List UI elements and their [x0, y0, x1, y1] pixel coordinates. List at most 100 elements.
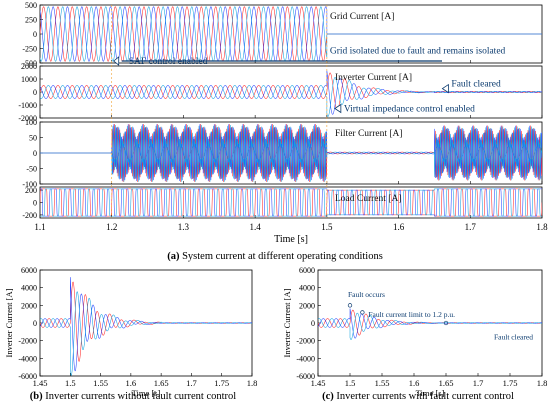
subplot-load: 200 0 -200 Load Current [A]: [22, 186, 543, 220]
annotation: Fault current limit to 1.2 p.u.: [368, 310, 455, 319]
subplot-title: Filter Current [A]: [335, 129, 403, 139]
arrow-head: [441, 83, 449, 94]
subplot-inverter: 2000 1000 0 -1000 -2000 Inverter Current [A] F…: [18, 62, 543, 123]
y-tick-label: 6000: [299, 266, 315, 275]
y-tick-label: 250: [25, 16, 37, 25]
y-tick-label: 0: [33, 199, 37, 208]
x-axis-label: Time [s]: [274, 234, 308, 245]
series-line-3: [40, 77, 542, 117]
y-tick-label: 0: [33, 149, 37, 158]
y-tick-label: 2000: [21, 301, 37, 310]
subplot-title: Inverter Current [A]: [335, 73, 412, 83]
y-tick-label: -4000: [18, 354, 37, 363]
annotation: SAF control enabled: [129, 57, 208, 67]
x-tick-label: 1.6: [393, 222, 405, 232]
y-tick-label: -500: [22, 59, 37, 68]
y-tick-label: -2000: [296, 337, 315, 346]
x-tick-label: 1.1: [34, 222, 45, 232]
annotation-marker: [347, 303, 353, 308]
y-tick-label: -200: [22, 211, 37, 220]
x-tick-label: 1.8: [247, 378, 258, 388]
subplot-grid: 500 250 0 -250 -500 Grid Current [A] Grid isol…: [22, 1, 543, 68]
caption-b: (b) Inverter currents without fault curr…: [30, 391, 237, 402]
series-line-3: [40, 291, 252, 376]
y-tick-label: 0: [33, 319, 37, 328]
y-tick-label: 100: [25, 118, 37, 127]
x-axis-label: Time [s]: [416, 388, 445, 398]
caption-a: (a) System current at different operatin…: [167, 251, 383, 262]
caption-b-tag: (b): [30, 391, 43, 402]
caption-c: (c) Inverter currents with fault current…: [322, 391, 514, 402]
x-tick-label: 1.7: [465, 222, 477, 232]
y-tick-label: 1000: [21, 75, 37, 84]
series-line-3: [40, 125, 542, 182]
y-tick-label: -250: [22, 45, 37, 54]
y-tick-label: 6000: [21, 266, 37, 275]
subplot-title: Load Current [A]: [335, 194, 401, 204]
annotation-marker: [443, 320, 449, 326]
x-tick-label: 1.6: [409, 378, 420, 388]
subplot-title: Grid Current [A]: [330, 12, 394, 22]
x-tick-label: 1.5: [65, 378, 76, 388]
x-tick-label: 1.5: [345, 378, 356, 388]
y-tick-label: -6000: [296, 372, 315, 381]
x-tick-label: 1.55: [93, 378, 108, 388]
series-line-1: [40, 123, 542, 183]
caption-a-tag: (a): [167, 251, 180, 262]
x-tick-label: 1.75: [214, 378, 229, 388]
y-axis-label: Inverter Current [A]: [4, 288, 14, 357]
caption-b-text: Inverter currents without fault current …: [45, 391, 236, 402]
x-tick-label: 1.65: [439, 378, 454, 388]
x-tick-label: 1.5: [321, 222, 333, 232]
y-tick-label: 50: [29, 134, 37, 143]
caption-c-text: Inverter currents with fault current con…: [336, 391, 514, 402]
caption-c-tag: (c): [322, 391, 334, 402]
x-tick-label: 1.8: [536, 222, 548, 232]
series-line-2: [40, 188, 542, 217]
annotation: Fault cleared: [494, 333, 533, 342]
y-tick-label: -50: [26, 165, 37, 174]
x-tick-label: 1.65: [154, 378, 169, 388]
y-tick-label: -6000: [18, 372, 37, 381]
y-tick-label: 500: [25, 1, 37, 10]
x-tick-label: 1.4: [250, 222, 262, 232]
annotation-marker: [360, 310, 365, 315]
y-tick-label: -4000: [296, 354, 315, 363]
caption-a-text: System current at different operating co…: [182, 251, 383, 262]
series-line-2: [40, 70, 542, 115]
x-tick-label: 1.45: [33, 378, 48, 388]
y-tick-label: 4000: [299, 284, 315, 293]
x-tick-label: 1.8: [537, 378, 548, 388]
x-tick-label: 1.75: [503, 378, 518, 388]
subplot-filter: 100 50 0 -50 -100 Filter Current [A]: [22, 118, 543, 189]
y-tick-label: 4000: [21, 284, 37, 293]
y-axis-label: Inverter Current [A]: [282, 288, 292, 357]
annotation: Virtual impedance control enabled: [344, 105, 475, 115]
series-line-3: [318, 312, 542, 340]
x-tick-label: 1.2: [106, 222, 117, 232]
x-axis-label: Time [s]: [132, 388, 161, 398]
y-tick-label: 2000: [299, 301, 315, 310]
annotation: Fault cleared: [451, 80, 501, 90]
series-line-1: [40, 72, 542, 111]
x-tick-label: 1.45: [311, 378, 326, 388]
y-tick-label: 2000: [21, 62, 37, 71]
y-tick-label: -1000: [18, 101, 37, 110]
y-tick-label: 0: [33, 88, 37, 97]
series-line-1: [40, 188, 542, 217]
series-line-3: [40, 6, 542, 62]
y-tick-label: 200: [25, 186, 37, 195]
annotation: Grid isolated due to fault and remains i…: [330, 45, 506, 56]
arrow-head: [113, 56, 120, 66]
arrow-head: [334, 103, 342, 114]
y-tick-label: -100: [22, 180, 37, 189]
x-tick-label: 1.6: [126, 378, 137, 388]
annotation: Fault occurs: [348, 290, 385, 299]
y-tick-label: -2000: [18, 337, 37, 346]
x-tick-label: 1.55: [375, 378, 390, 388]
y-tick-label: 0: [311, 319, 315, 328]
y-tick-label: 0: [33, 30, 37, 39]
